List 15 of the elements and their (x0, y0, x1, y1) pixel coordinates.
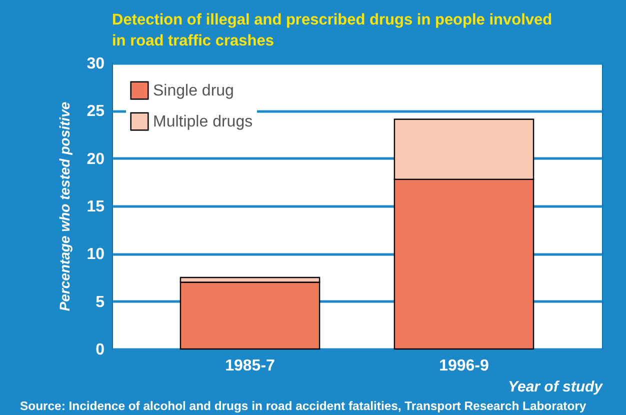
y-axis-title: Percentage who tested positive (56, 102, 73, 312)
y-tick-label: 0 (96, 342, 105, 358)
y-tick-label: 10 (86, 246, 105, 264)
y-tick-label: 15 (86, 198, 105, 216)
y-tick-label: 20 (86, 150, 105, 168)
y-tick-label: 30 (86, 56, 105, 72)
source-note: Source: Incidence of alcohol and drugs in road accident fatalities, Transport Research Laboratory (20, 399, 586, 413)
x-tick-label: 1985-7 (225, 358, 276, 374)
x-tick-label: 1996-9 (439, 358, 489, 374)
y-tick-label: 5 (96, 294, 105, 311)
legend-label: Single drug (153, 82, 234, 100)
x-axis-title: Year of study (508, 378, 604, 396)
legend-label: Multiple drugs (153, 114, 253, 130)
y-tick-label: 25 (86, 103, 105, 120)
chart-title: Detection of illegal and prescribed drugs in people involved in road traffic crashes (112, 12, 552, 50)
